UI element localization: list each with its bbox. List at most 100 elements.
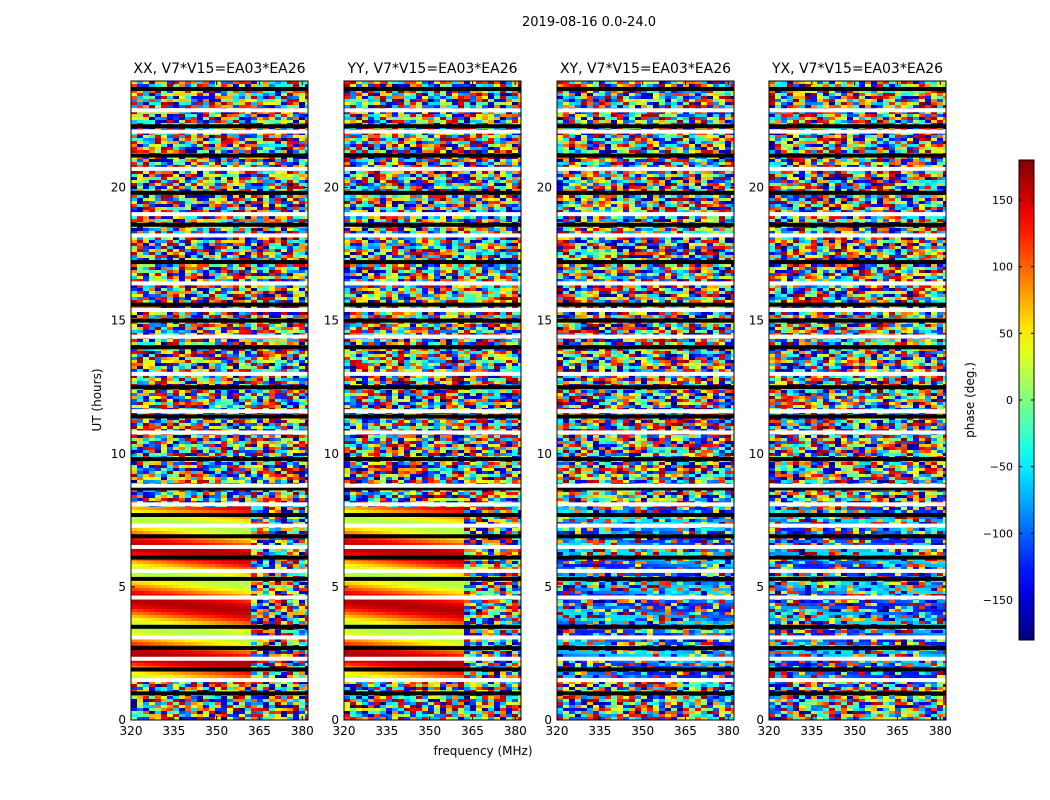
heatmap-cell [179,312,186,316]
heatmap-cell [275,270,282,274]
heatmap-cell [137,348,144,352]
heatmap-cell [269,375,276,379]
heatmap-cell [299,315,306,319]
heatmap-cell [197,300,204,304]
heatmap-cell [137,378,144,382]
heatmap-cell [263,174,270,178]
heatmap-cell [257,297,264,301]
heatmap-cell [137,390,144,394]
heatmap-cell [257,90,264,94]
heatmap-cell [137,246,144,250]
heatmap-cell [191,468,198,472]
heatmap-cell [215,177,222,181]
heatmap-cell [185,444,192,448]
heatmap-cell [263,183,270,187]
heatmap-cell [233,402,240,406]
heatmap-cell [251,531,258,535]
heatmap-cell [233,237,240,241]
heatmap-cell [263,276,270,280]
heatmap-cell [149,117,156,121]
heatmap-cell [245,441,252,445]
heatmap-cell [269,438,276,442]
heatmap-cell [299,273,306,277]
heatmap-cell [143,252,150,256]
heatmap-cell [155,393,162,397]
heatmap-cell [245,471,252,475]
heatmap-cell [149,447,156,451]
heatmap-cell [305,369,308,373]
heatmap-cell [197,360,204,364]
heatmap-cell [275,219,282,223]
heatmap-cell [191,159,198,163]
heatmap-cell [251,288,258,292]
heatmap-cell [197,144,204,148]
heatmap-cell [173,132,180,136]
heatmap-cell [149,492,156,496]
heatmap-cell [251,417,258,421]
heatmap-cell [179,285,186,289]
heatmap-cell [269,507,276,511]
heatmap-cell [233,201,240,205]
heatmap-cell [173,381,180,385]
heatmap-cell [221,120,228,124]
heatmap-cell [269,531,276,535]
heatmap-cell [251,216,258,220]
heatmap-cell [149,390,156,394]
heatmap-cell [257,465,264,469]
heatmap-cell [191,267,198,271]
heatmap-cell [191,174,198,178]
heatmap-cell [305,276,308,280]
heatmap-cell [143,480,150,484]
heatmap-cell [245,246,252,250]
heatmap-cell [245,135,252,139]
heatmap-cell [293,369,300,373]
heatmap-cell [275,354,282,358]
heatmap-cell [275,216,282,220]
heatmap-cell [221,420,228,424]
heatmap-cell [167,465,174,469]
heatmap-cell [281,540,288,544]
heatmap-cell [155,306,162,310]
heatmap-cell [257,375,264,379]
heatmap-cell [179,186,186,190]
heatmap-cell [257,243,264,247]
heatmap-cell [293,492,300,496]
heatmap-cell [155,162,162,166]
heatmap-cell [161,567,168,571]
heatmap-cell [269,315,276,319]
heatmap-cell [209,249,216,253]
heatmap-cell [137,498,144,502]
heatmap [131,81,308,720]
heatmap-cell [131,390,138,394]
heatmap-cell [281,105,288,109]
heatmap-cell [281,561,288,565]
heatmap-cell [299,105,306,109]
heatmap-cell [191,402,198,406]
heatmap-cell [143,549,150,553]
heatmap-cell [215,519,222,523]
heatmap-cell [215,186,222,190]
heatmap-cell [275,201,282,205]
heatmap-cell [221,102,228,106]
heatmap-cell [197,558,204,562]
heatmap-cell [185,393,192,397]
heatmap-cell [131,477,138,481]
heatmap-cell [233,276,240,280]
heatmap-cell [143,462,150,466]
heatmap-cell [269,102,276,106]
heatmap-cell [293,417,300,421]
heatmap-cell [239,90,246,94]
heatmap-cell [197,528,204,532]
heatmap-cell [191,510,198,514]
heatmap-cell [251,99,258,103]
heatmap-cell [269,474,276,478]
heatmap-cell [263,549,270,553]
heatmap-cell [275,567,282,571]
heatmap-cell [197,549,204,553]
heatmap-cell [131,162,138,166]
heatmap-cell [137,324,144,328]
heatmap-cell [245,324,252,328]
heatmap-cell [239,498,246,502]
heatmap-cell [191,105,198,109]
heatmap-cell [299,186,306,190]
